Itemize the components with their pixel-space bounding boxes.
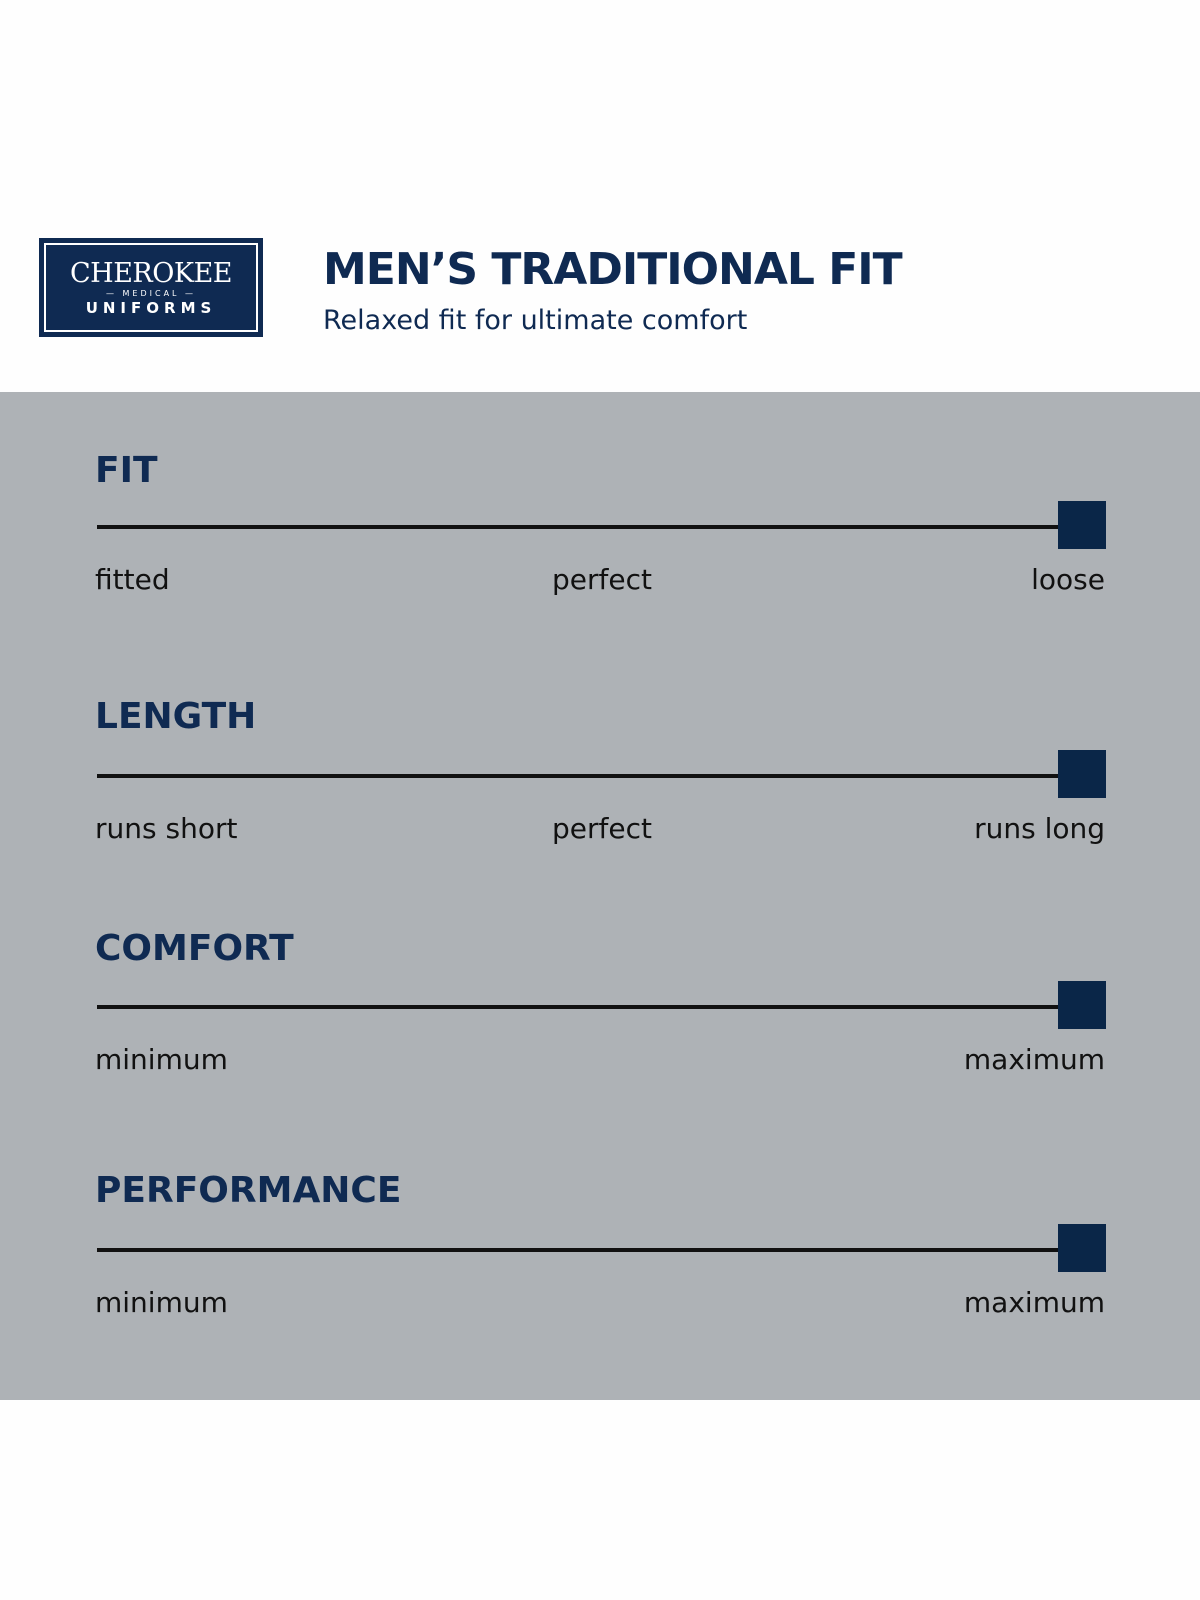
logo-sub: — MEDICAL —: [105, 289, 197, 298]
metric-track: [97, 525, 1061, 529]
metric-track: [97, 774, 1061, 778]
metric-marker: [1058, 501, 1106, 549]
metric-marker: [1058, 750, 1106, 798]
cherokee-logo: CHEROKEE — MEDICAL — UNIFORMS: [39, 238, 263, 337]
page-title: MEN’S TRADITIONAL FIT: [323, 244, 903, 295]
fit-panel: [0, 392, 1200, 1400]
label-left: runs short: [95, 812, 238, 845]
metric-title: LENGTH: [95, 696, 257, 737]
label-right: maximum: [963, 1043, 1105, 1076]
label-left: minimum: [95, 1286, 228, 1319]
label-left: fitted: [95, 563, 170, 596]
metric-marker: [1058, 1224, 1106, 1272]
label-left: minimum: [95, 1043, 228, 1076]
label-right: loose: [1031, 563, 1105, 596]
label-right: runs long: [974, 812, 1105, 845]
metric-marker: [1058, 981, 1106, 1029]
metric-title: FIT: [95, 450, 158, 491]
metric-title: PERFORMANCE: [95, 1170, 402, 1211]
logo-sub2: UNIFORMS: [85, 299, 217, 317]
label-right: maximum: [963, 1286, 1105, 1319]
metric-title: COMFORT: [95, 928, 294, 969]
logo-brand: CHEROKEE: [70, 258, 232, 289]
page-subtitle: Relaxed fit for ultimate comfort: [323, 305, 748, 336]
metric-track: [97, 1005, 1061, 1009]
metric-track: [97, 1248, 1061, 1252]
label-mid: perfect: [552, 563, 652, 596]
label-mid: perfect: [552, 812, 652, 845]
